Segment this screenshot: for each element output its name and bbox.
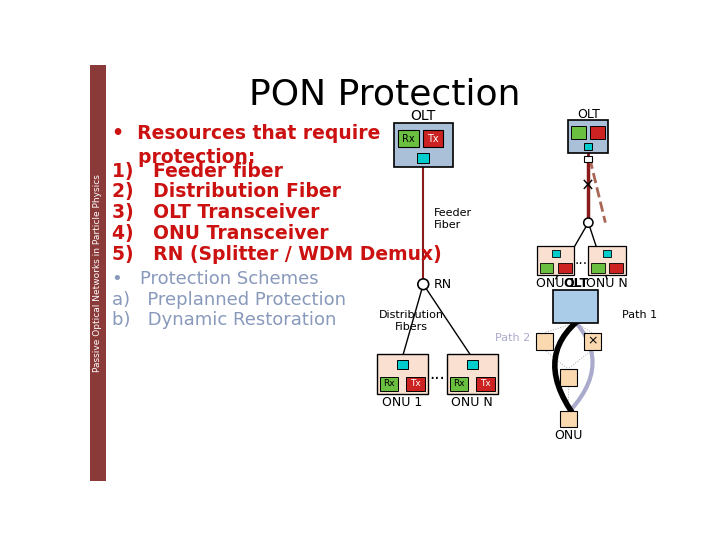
Text: a)   Preplanned Protection: a) Preplanned Protection — [112, 291, 346, 309]
Circle shape — [418, 279, 428, 289]
Text: Tx: Tx — [480, 379, 490, 388]
Text: Passive Optical Networks in Particle Physics: Passive Optical Networks in Particle Phy… — [94, 174, 102, 372]
Text: OLT: OLT — [577, 107, 600, 120]
Bar — [558, 262, 572, 273]
Text: Path 1: Path 1 — [621, 310, 657, 320]
Bar — [380, 377, 398, 390]
Bar — [552, 251, 559, 256]
Text: PON Protection: PON Protection — [248, 77, 521, 111]
Text: 5)   RN (Splitter / WDM Demux): 5) RN (Splitter / WDM Demux) — [112, 245, 441, 264]
Circle shape — [584, 218, 593, 227]
Bar — [446, 354, 498, 394]
Bar — [90, 65, 106, 481]
Text: Rx: Rx — [453, 379, 464, 388]
Text: ×: × — [580, 177, 595, 195]
Text: Distribution
Fibers: Distribution Fibers — [379, 310, 444, 332]
Bar — [449, 377, 468, 390]
Bar — [609, 262, 624, 273]
Bar — [537, 246, 575, 275]
Bar — [536, 333, 553, 350]
FancyArrowPatch shape — [555, 312, 591, 417]
Bar — [467, 360, 477, 369]
Bar — [554, 291, 598, 323]
Text: OLT: OLT — [410, 110, 436, 123]
Bar — [539, 262, 554, 273]
Text: ...: ... — [575, 253, 588, 267]
Text: ONU N: ONU N — [586, 277, 628, 290]
Text: •   Protection Schemes: • Protection Schemes — [112, 270, 318, 288]
Bar — [476, 377, 495, 390]
Text: 2)   Distribution Fiber: 2) Distribution Fiber — [112, 183, 341, 201]
Text: ...: ... — [429, 364, 445, 382]
Bar — [398, 130, 418, 147]
Text: ×: × — [587, 335, 598, 348]
Text: Tx: Tx — [410, 379, 421, 388]
Text: ONU N: ONU N — [451, 396, 493, 409]
Text: •  Resources that require
    protection:: • Resources that require protection: — [112, 124, 380, 167]
Text: ONU 1: ONU 1 — [382, 396, 423, 409]
Bar — [603, 251, 611, 256]
Bar — [377, 354, 428, 394]
FancyArrowPatch shape — [564, 312, 593, 417]
Text: Rx: Rx — [383, 379, 395, 388]
Text: Rx: Rx — [402, 134, 415, 144]
Bar — [423, 130, 444, 147]
Bar — [394, 123, 453, 167]
Bar — [406, 377, 425, 390]
Bar — [588, 246, 626, 275]
Text: Tx: Tx — [428, 134, 439, 144]
Bar — [570, 126, 586, 139]
Text: OLT: OLT — [563, 277, 588, 290]
Text: ONU 1: ONU 1 — [536, 277, 576, 290]
Bar — [559, 410, 577, 428]
Bar — [584, 333, 600, 350]
Bar — [585, 156, 593, 162]
Bar — [568, 120, 608, 153]
Bar — [397, 360, 408, 369]
Text: b)   Dynamic Restoration: b) Dynamic Restoration — [112, 312, 336, 329]
Bar — [590, 126, 606, 139]
Bar — [417, 153, 429, 164]
Text: Path 2: Path 2 — [495, 333, 530, 343]
Bar — [585, 143, 593, 150]
Text: RN: RN — [433, 278, 451, 291]
Text: 4)   ONU Transceiver: 4) ONU Transceiver — [112, 224, 328, 243]
Bar — [590, 262, 605, 273]
Bar — [559, 369, 577, 386]
Text: 1)   Feeder fiber: 1) Feeder fiber — [112, 161, 283, 180]
Text: 3)   OLT Transceiver: 3) OLT Transceiver — [112, 203, 319, 222]
Text: ONU: ONU — [554, 429, 582, 442]
Text: Feeder
Fiber: Feeder Fiber — [434, 208, 472, 230]
